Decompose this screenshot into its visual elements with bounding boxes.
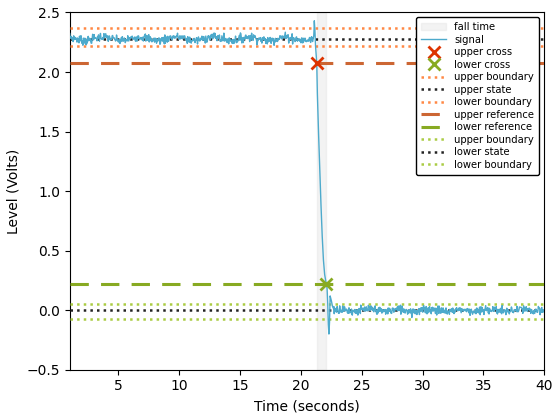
upper boundary — [54, 302, 61, 307]
signal — [508, 306, 515, 311]
Line: signal: signal — [70, 21, 544, 334]
signal — [512, 307, 519, 312]
lower state — [67, 308, 73, 313]
upper reference — [54, 60, 61, 66]
signal — [311, 18, 318, 23]
upper reference — [67, 60, 73, 66]
Bar — [317, 13, 326, 370]
upper boundary — [67, 25, 73, 30]
lower boundary — [67, 43, 73, 48]
upper state — [54, 36, 61, 41]
Y-axis label: Level (Volts): Level (Volts) — [7, 149, 21, 234]
lower reference — [54, 281, 61, 286]
signal — [407, 310, 413, 315]
signal — [67, 31, 73, 36]
signal — [323, 281, 330, 286]
signal — [449, 310, 456, 315]
upper boundary — [67, 302, 73, 307]
lower state — [54, 308, 61, 313]
upper state — [67, 36, 73, 41]
lower boundary — [54, 316, 61, 321]
signal — [541, 310, 548, 315]
lower boundary — [67, 316, 73, 321]
lower reference — [67, 281, 73, 286]
X-axis label: Time (seconds): Time (seconds) — [254, 399, 360, 413]
Legend: fall time, signal, upper cross, lower cross, upper boundary, upper state, lower : fall time, signal, upper cross, lower cr… — [416, 18, 539, 175]
signal — [325, 331, 332, 336]
upper boundary — [54, 25, 61, 30]
signal — [263, 37, 269, 42]
lower boundary — [54, 43, 61, 48]
